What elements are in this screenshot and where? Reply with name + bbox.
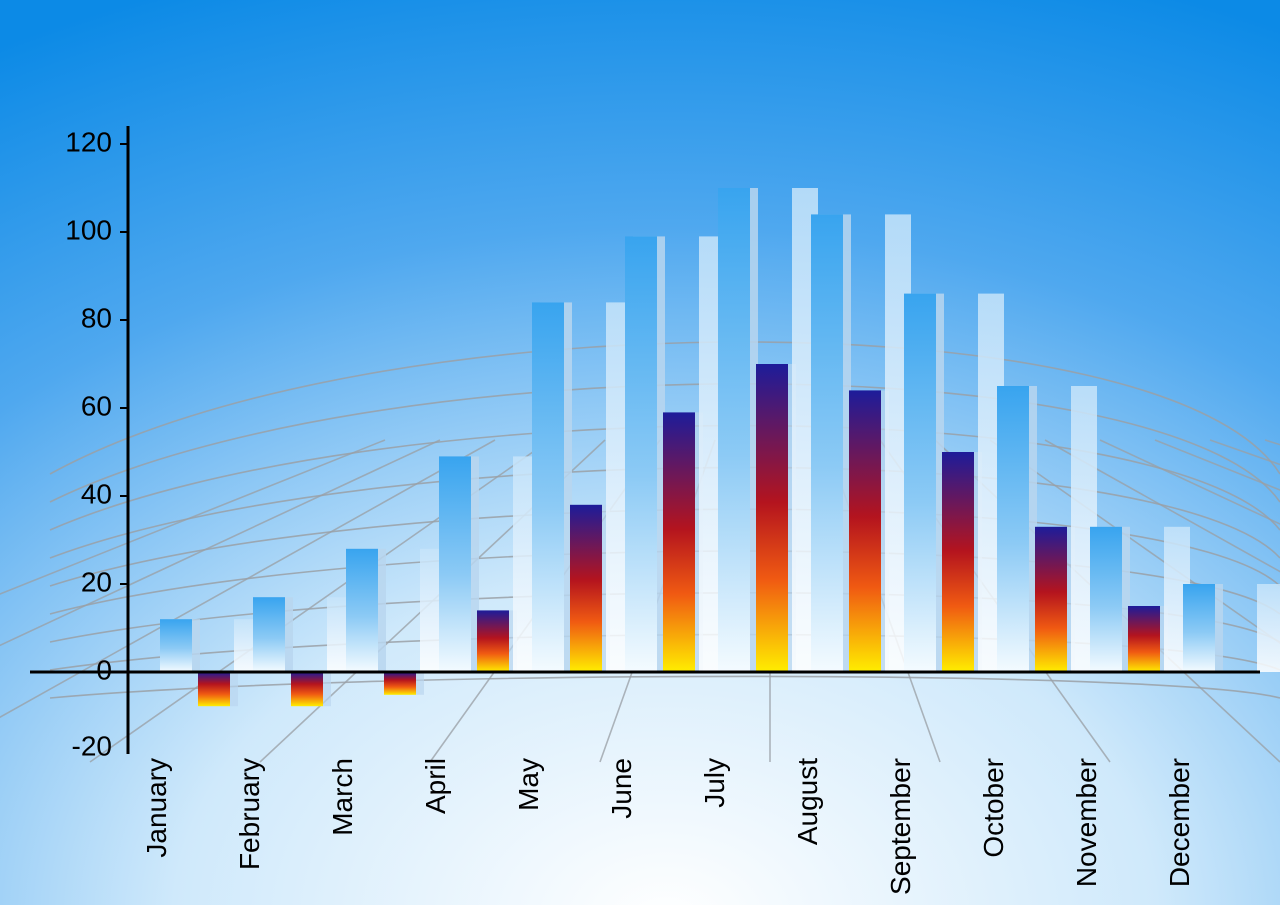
series-b-bar xyxy=(849,390,881,672)
y-tick-label: 80 xyxy=(81,302,112,333)
y-tick-label: 60 xyxy=(81,390,112,421)
y-tick-label: 120 xyxy=(65,126,112,157)
series-a-bar xyxy=(1183,584,1215,672)
x-axis-label: October xyxy=(978,758,1009,858)
series-b-bar-negative xyxy=(198,672,230,706)
x-axis-label: June xyxy=(606,758,637,819)
series-b-bar xyxy=(942,452,974,672)
series-b-bar xyxy=(477,610,509,672)
series-a-bar xyxy=(625,236,657,672)
x-axis-label: August xyxy=(792,758,823,845)
series-a-bar xyxy=(253,597,285,672)
series-a-bar xyxy=(346,549,378,672)
series-a-bar xyxy=(439,456,471,672)
y-tick: -20 xyxy=(72,730,112,761)
x-axis-label: January xyxy=(141,758,172,858)
x-axis-label: May xyxy=(513,758,544,811)
x-axis-label: December xyxy=(1164,758,1195,887)
series-c-bar xyxy=(1257,584,1280,672)
y-tick-label: -20 xyxy=(72,730,112,761)
x-axis-label: April xyxy=(420,758,451,814)
y-tick-label: 100 xyxy=(65,214,112,245)
series-b-bar xyxy=(1035,527,1067,672)
series-a-bar xyxy=(160,619,192,672)
series-a-bar xyxy=(997,386,1029,672)
x-axis-label: November xyxy=(1071,758,1102,887)
series-a-bar xyxy=(532,302,564,672)
series-b-bar xyxy=(570,505,602,672)
series-b-bar xyxy=(756,364,788,672)
series-b-bar-negative xyxy=(384,672,416,695)
series-a-bar xyxy=(904,294,936,672)
series-b-bar xyxy=(1128,606,1160,672)
series-b-bar xyxy=(663,412,695,672)
series-a-bar xyxy=(718,188,750,672)
x-axis-label: July xyxy=(699,758,730,808)
monthly-bar-chart: -20 0 20 40 60 80 100 120 January February March A… xyxy=(0,0,1280,905)
x-axis-label: February xyxy=(234,758,265,870)
x-axis-label: March xyxy=(327,758,358,836)
y-tick-label: 40 xyxy=(81,478,112,509)
y-tick-label: 0 xyxy=(96,654,112,685)
x-axis-label: September xyxy=(885,758,916,895)
series-a-bar xyxy=(811,214,843,672)
chart-stage: -20 0 20 40 60 80 100 120 January February March A… xyxy=(0,0,1280,905)
series-a-bar xyxy=(1090,527,1122,672)
series-b-bar-negative xyxy=(291,672,323,706)
y-tick-label: 20 xyxy=(81,566,112,597)
